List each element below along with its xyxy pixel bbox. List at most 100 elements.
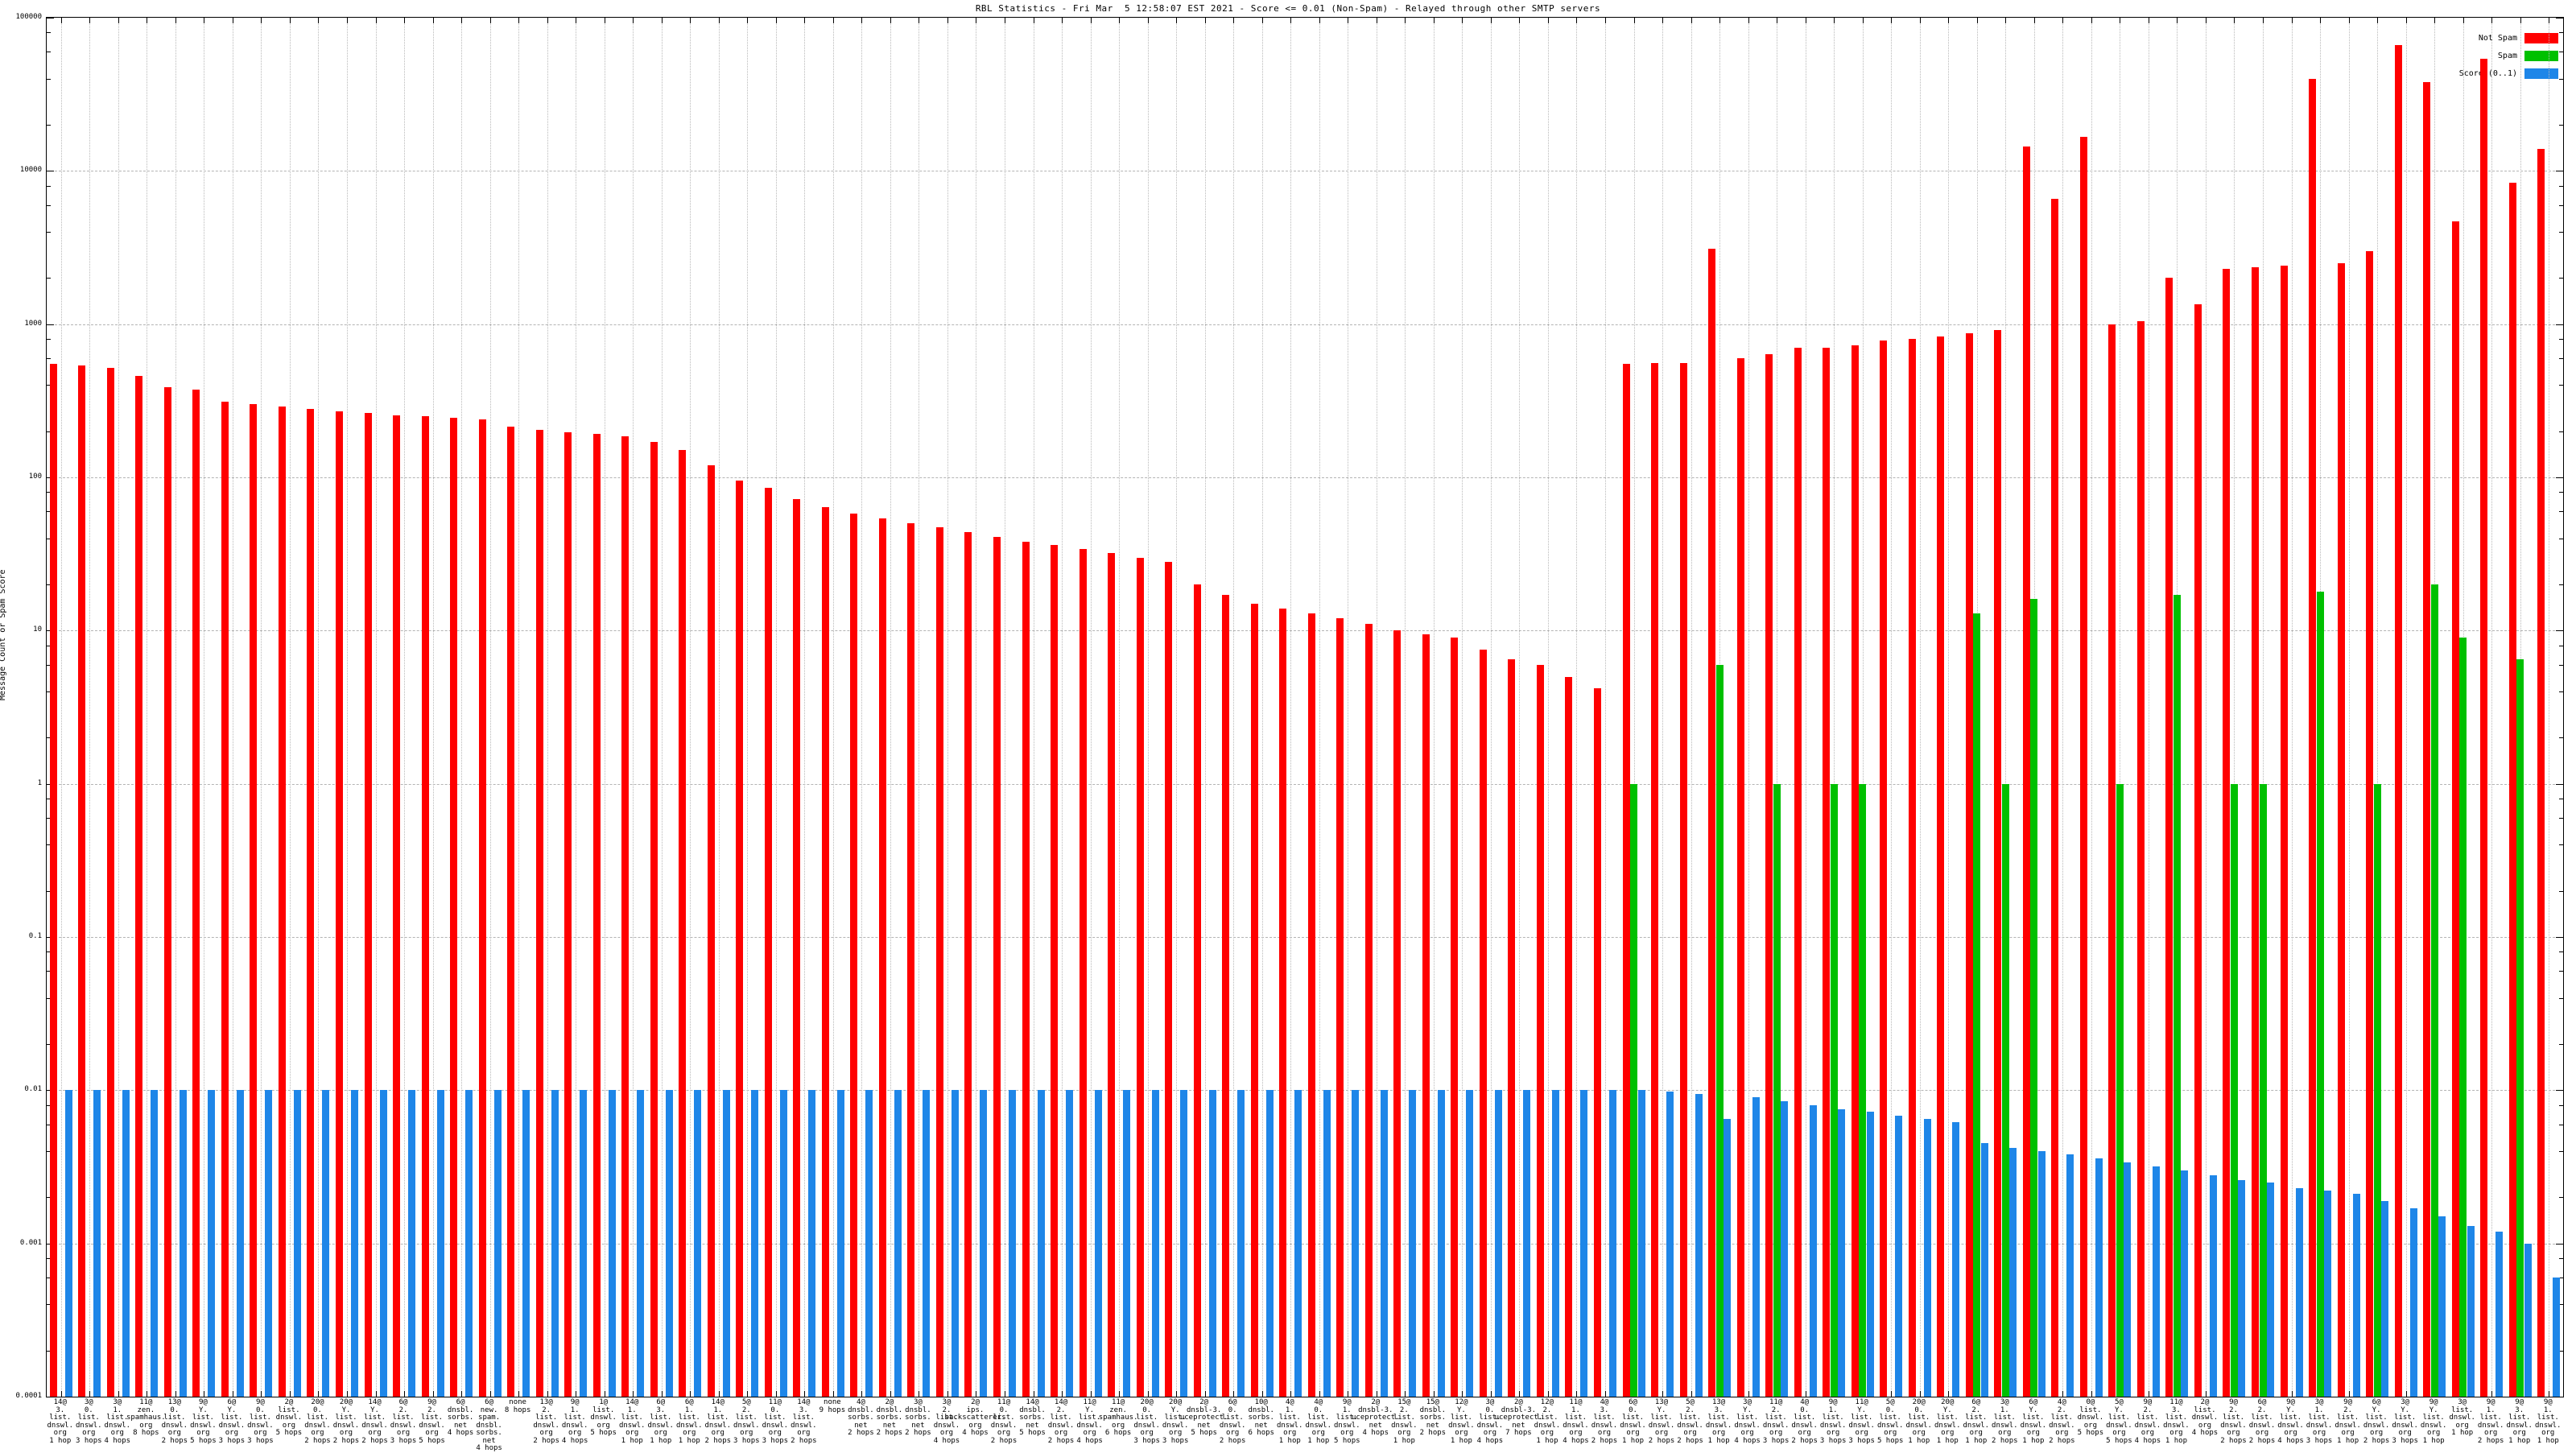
x-axis-label-line: net bbox=[911, 1421, 925, 1430]
y-axis-minor-tick bbox=[47, 385, 51, 386]
x-axis-label: 3@ 2. list. dnswl. org 4 hops bbox=[916, 1398, 977, 1445]
x-axis-tick bbox=[2291, 18, 2293, 23]
x-axis-label-line: list. bbox=[1707, 1414, 1730, 1422]
bar-score bbox=[1066, 1090, 1074, 1397]
x-axis-label-line: org bbox=[1455, 1429, 1468, 1437]
bar-notspam bbox=[2394, 45, 2402, 1397]
x-axis-label-line: org bbox=[711, 1429, 724, 1437]
y-axis-minor-tick bbox=[47, 492, 51, 493]
x-axis-tick bbox=[375, 1391, 377, 1397]
bar-score bbox=[379, 1090, 387, 1397]
x-axis-label-line: sorbs. bbox=[1019, 1414, 1046, 1422]
bar-notspam bbox=[2194, 303, 2202, 1397]
x-axis-label-line: 5 hops bbox=[2106, 1436, 2132, 1445]
bar-notspam bbox=[1908, 339, 1916, 1397]
x-axis-label-line: 6@ bbox=[2372, 1398, 2381, 1406]
y-axis-minor-tick bbox=[2559, 817, 2563, 819]
x-axis-label-line: 10@ bbox=[1254, 1398, 1268, 1406]
x-axis-label-line: 2@ bbox=[885, 1398, 894, 1406]
y-axis-major-tick bbox=[2556, 937, 2563, 938]
x-axis-label-line: 8 hops bbox=[133, 1429, 159, 1437]
y-tick-label: 1 bbox=[37, 778, 42, 787]
bar-notspam bbox=[1994, 329, 2002, 1397]
x-axis-label-line: 3@ bbox=[2314, 1398, 2324, 1406]
x-axis-tick bbox=[661, 18, 663, 23]
bar-score bbox=[1037, 1090, 1045, 1397]
x-axis-label-line: dnswl. bbox=[1992, 1421, 2018, 1430]
x-axis-label-line: dnswl. bbox=[2306, 1421, 2333, 1430]
x-axis-tick bbox=[489, 18, 491, 23]
x-axis-label-line: net bbox=[1254, 1421, 1268, 1430]
bar-score bbox=[1952, 1121, 1960, 1397]
x-axis-tick bbox=[1891, 18, 1893, 23]
x-axis-label-line: org bbox=[1597, 1429, 1612, 1437]
x-axis-label-line: 2 hops bbox=[1591, 1436, 1618, 1445]
bar-score bbox=[64, 1090, 72, 1397]
x-axis-label-line: 3. bbox=[1600, 1406, 1609, 1414]
x-axis-label: 14@ 2. list. dnswl. org 2 hops bbox=[1030, 1398, 1092, 1445]
y-tick-label: 100 bbox=[28, 473, 42, 481]
bar-spam bbox=[1973, 613, 1981, 1397]
x-axis-label-line: 0. bbox=[1629, 1406, 1637, 1414]
x-axis-label-line: 3 hops bbox=[2306, 1436, 2333, 1445]
x-axis-tick bbox=[1405, 18, 1406, 23]
x-axis-label-line: org bbox=[254, 1429, 267, 1437]
bar-notspam bbox=[907, 523, 915, 1397]
x-axis-label-line: org bbox=[1140, 1429, 1154, 1437]
y-axis-minor-tick bbox=[47, 1304, 51, 1306]
y-axis-minor-tick bbox=[2559, 1258, 2563, 1260]
x-axis-tick bbox=[1433, 1391, 1435, 1397]
y-axis-minor-tick bbox=[47, 1258, 51, 1260]
x-axis-tick bbox=[861, 1391, 863, 1397]
x-axis-label-line: 4 hops bbox=[1734, 1436, 1761, 1445]
chart-title: RBL Statistics - Fri Mar 5 12:58:07 EST … bbox=[975, 3, 1601, 14]
x-axis-label-line: list. bbox=[2308, 1414, 2330, 1422]
x-axis-label-line: 11@ bbox=[1083, 1398, 1096, 1406]
y-axis-major-tick bbox=[2556, 783, 2563, 785]
bar-notspam bbox=[335, 411, 343, 1397]
bar-notspam bbox=[2423, 81, 2431, 1397]
bar-notspam bbox=[393, 415, 401, 1397]
x-axis-tick bbox=[1176, 18, 1178, 23]
y-axis-minor-tick bbox=[47, 278, 51, 279]
x-axis-tick bbox=[60, 18, 62, 23]
x-axis-label: 11@ 3. list. dnswl. org 1 hop bbox=[2145, 1398, 2207, 1445]
x-axis-label: 12@ 2. list. dnswl. org 1 hop bbox=[1517, 1398, 1578, 1445]
x-axis-label-line: 11@ bbox=[1569, 1398, 1583, 1406]
x-axis-label-line: org bbox=[425, 1429, 439, 1437]
bar-notspam bbox=[1250, 603, 1258, 1397]
x-axis-label-line: list. bbox=[1965, 1414, 1988, 1422]
x-axis-label-line: 1 hop bbox=[2337, 1436, 2359, 1445]
x-axis-label-line: 2 hops bbox=[1648, 1436, 1675, 1445]
x-axis-label-line: dnswl. bbox=[190, 1421, 217, 1430]
x-axis-label-line: 1. bbox=[627, 1406, 637, 1414]
x-axis-label-line: dnswl. bbox=[419, 1421, 445, 1430]
x-axis-tick bbox=[1119, 1391, 1121, 1397]
x-axis-label-line: Y. bbox=[2114, 1406, 2124, 1414]
bar-notspam bbox=[135, 375, 143, 1397]
x-axis-label-line: org bbox=[311, 1429, 324, 1437]
x-axis-label-line: none bbox=[509, 1398, 526, 1406]
x-axis-label: 9@ 1. list. dnswl. org 3 hops bbox=[1802, 1398, 1864, 1445]
x-axis-tick bbox=[633, 1391, 634, 1397]
x-axis-label-line: 2@ bbox=[1513, 1398, 1523, 1406]
x-axis-label-line: list. bbox=[1936, 1414, 1959, 1422]
grid-line-horizontal bbox=[47, 783, 2563, 785]
grid-line-vertical bbox=[60, 18, 62, 1397]
x-axis-tick bbox=[2091, 1391, 2092, 1397]
bar-score bbox=[2124, 1162, 2132, 1397]
x-axis-label-line: dnswl. bbox=[2163, 1421, 2190, 1430]
y-tick-label: 1000 bbox=[24, 319, 42, 328]
x-axis-label-line: list. bbox=[2165, 1414, 2187, 1422]
x-axis-label: 12@ Y. list. dnswl. org 1 hop bbox=[1430, 1398, 1492, 1445]
x-axis-label-line: Y. bbox=[1657, 1406, 1666, 1414]
x-axis-tick bbox=[2491, 18, 2493, 23]
bar-score bbox=[1695, 1093, 1703, 1397]
bar-score bbox=[265, 1090, 273, 1397]
y-axis-major-tick bbox=[2556, 18, 2563, 19]
x-axis-label-line: ips. bbox=[966, 1406, 985, 1414]
x-axis-label-line: org bbox=[568, 1429, 582, 1437]
x-axis-label-line: list. bbox=[106, 1414, 129, 1422]
bar-score bbox=[2009, 1148, 2017, 1397]
grid-line-horizontal bbox=[47, 1090, 2563, 1092]
